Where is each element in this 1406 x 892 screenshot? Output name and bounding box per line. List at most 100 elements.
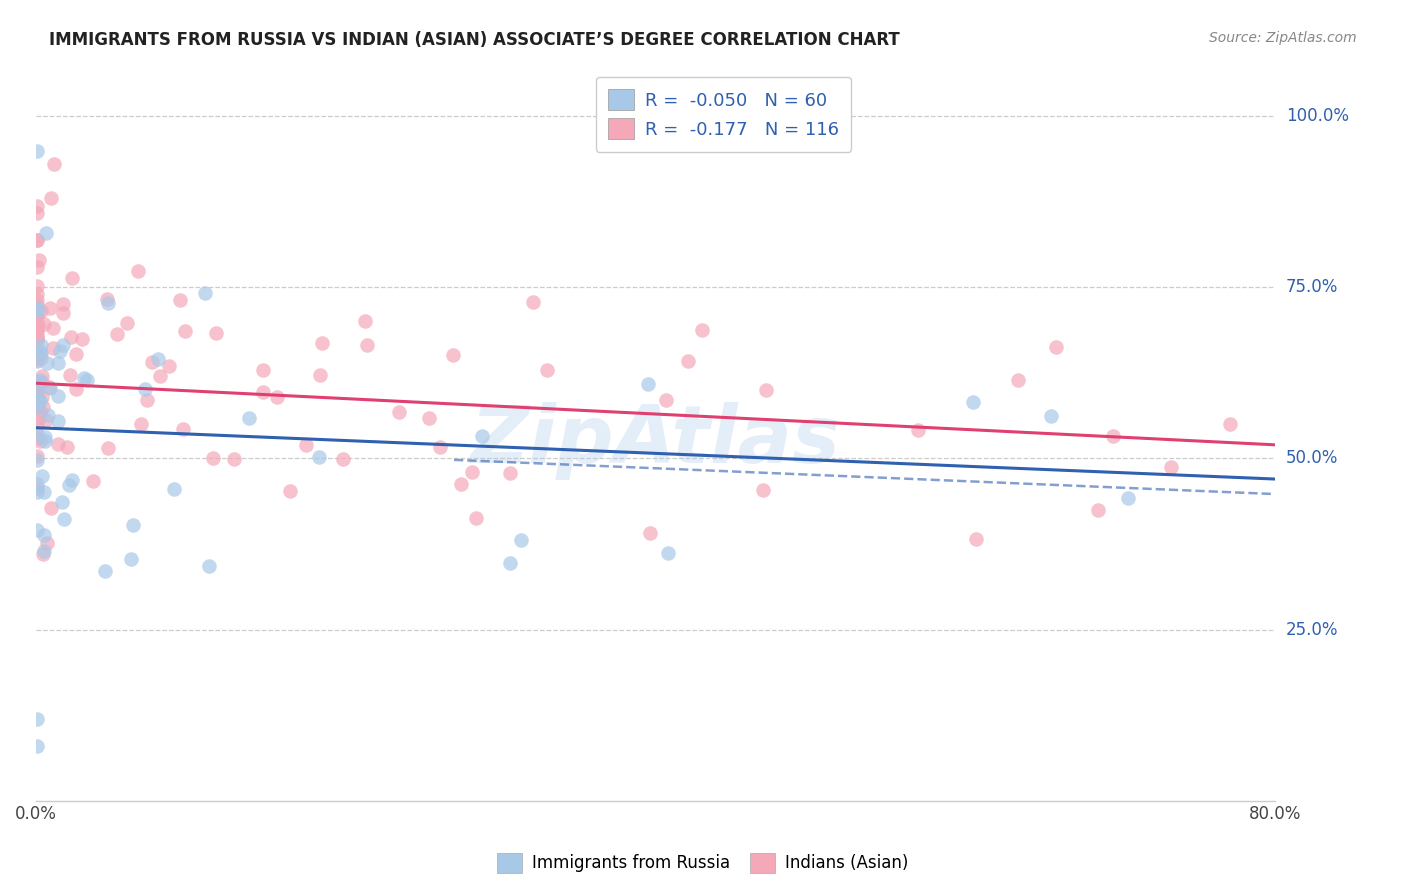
Point bbox=[31, 468, 53, 483]
Point bbox=[238, 410, 260, 425]
Point bbox=[52, 338, 75, 352]
Point bbox=[27, 308, 49, 322]
Point bbox=[27, 287, 49, 301]
Point bbox=[169, 293, 191, 307]
Point bbox=[131, 417, 153, 431]
Point bbox=[97, 441, 120, 455]
Point bbox=[522, 295, 544, 310]
Point bbox=[28, 394, 51, 409]
Point bbox=[27, 392, 49, 407]
Point bbox=[657, 545, 679, 559]
Point bbox=[308, 450, 330, 464]
Point bbox=[48, 414, 70, 428]
Point bbox=[1039, 409, 1062, 423]
Legend: R =  -0.050   N = 60, R =  -0.177   N = 116: R = -0.050 N = 60, R = -0.177 N = 116 bbox=[596, 77, 851, 152]
Point bbox=[27, 485, 49, 500]
Point bbox=[73, 371, 96, 385]
Point bbox=[471, 429, 494, 443]
Point bbox=[27, 739, 49, 753]
Point bbox=[356, 337, 378, 351]
Point bbox=[27, 326, 49, 340]
Point bbox=[1101, 428, 1123, 442]
Y-axis label: Associate’s Degree: Associate’s Degree bbox=[0, 361, 8, 521]
Point bbox=[135, 392, 157, 407]
Point bbox=[27, 351, 49, 365]
Point bbox=[30, 351, 52, 365]
Point bbox=[32, 527, 55, 541]
Point bbox=[35, 226, 58, 240]
Point bbox=[37, 408, 59, 422]
Point bbox=[28, 434, 51, 449]
Point bbox=[278, 484, 301, 499]
Text: 75.0%: 75.0% bbox=[1286, 278, 1339, 296]
Point bbox=[28, 344, 51, 359]
Point bbox=[1087, 502, 1109, 516]
Point bbox=[27, 206, 49, 220]
Point bbox=[70, 332, 93, 346]
Point bbox=[295, 437, 318, 451]
Point bbox=[222, 451, 245, 466]
Point bbox=[39, 192, 62, 206]
Point bbox=[308, 368, 330, 382]
Point bbox=[30, 304, 52, 318]
Point bbox=[157, 359, 180, 373]
Point bbox=[37, 356, 59, 370]
Point bbox=[42, 341, 65, 355]
Point bbox=[441, 348, 464, 362]
Point bbox=[27, 450, 49, 464]
Point bbox=[28, 253, 51, 268]
Point bbox=[59, 368, 82, 383]
Point bbox=[62, 474, 84, 488]
Point bbox=[38, 301, 60, 315]
Point bbox=[149, 368, 172, 383]
Point bbox=[34, 413, 56, 427]
Point bbox=[96, 292, 118, 306]
Point bbox=[34, 430, 56, 444]
Point bbox=[27, 400, 49, 414]
Point bbox=[28, 373, 51, 387]
Point bbox=[31, 390, 53, 404]
Text: IMMIGRANTS FROM RUSSIA VS INDIAN (ASIAN) ASSOCIATE’S DEGREE CORRELATION CHART: IMMIGRANTS FROM RUSSIA VS INDIAN (ASIAN)… bbox=[49, 31, 900, 49]
Point bbox=[465, 511, 488, 525]
Point bbox=[27, 380, 49, 394]
Point bbox=[27, 278, 49, 293]
Point bbox=[252, 384, 274, 399]
Point bbox=[27, 318, 49, 332]
Point bbox=[58, 477, 80, 491]
Point bbox=[49, 343, 72, 358]
Point bbox=[127, 264, 149, 278]
Point bbox=[654, 393, 676, 408]
Point bbox=[163, 482, 186, 496]
Point bbox=[31, 368, 53, 383]
Point bbox=[27, 260, 49, 274]
Point bbox=[194, 286, 217, 301]
Point bbox=[638, 525, 661, 540]
Point bbox=[461, 465, 484, 479]
Point bbox=[174, 324, 197, 338]
Point bbox=[30, 405, 52, 419]
Point bbox=[34, 543, 56, 558]
Point bbox=[690, 323, 713, 337]
Point bbox=[962, 395, 984, 409]
Point bbox=[60, 270, 83, 285]
Point bbox=[134, 382, 156, 396]
Point bbox=[27, 427, 49, 442]
Point bbox=[56, 440, 79, 454]
Point bbox=[1160, 460, 1182, 475]
Point bbox=[32, 484, 55, 499]
Point bbox=[266, 390, 288, 404]
Point bbox=[105, 326, 128, 341]
Point bbox=[252, 362, 274, 376]
Point bbox=[97, 296, 120, 310]
Point bbox=[27, 383, 49, 397]
Point bbox=[27, 399, 49, 413]
Point bbox=[353, 314, 375, 328]
Point bbox=[204, 326, 226, 340]
Point bbox=[27, 390, 49, 404]
Point bbox=[536, 362, 558, 376]
Point bbox=[27, 401, 49, 415]
Point bbox=[429, 441, 451, 455]
Point bbox=[46, 389, 69, 403]
Text: 25.0%: 25.0% bbox=[1286, 621, 1339, 639]
Point bbox=[27, 523, 49, 537]
